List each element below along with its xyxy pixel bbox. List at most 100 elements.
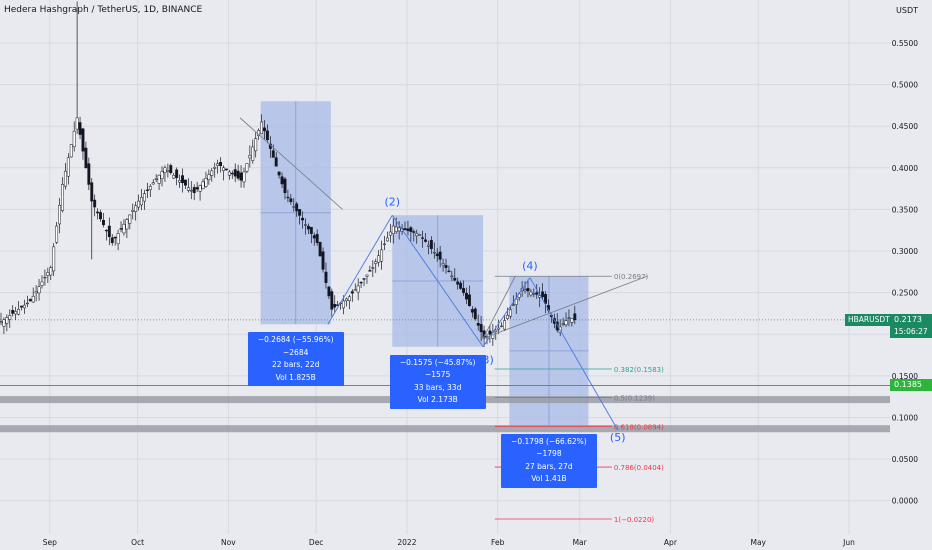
candle-body	[541, 291, 545, 298]
triangle-line-0	[482, 275, 648, 339]
candle-body	[145, 189, 149, 191]
candle-body	[347, 296, 351, 302]
candle-body	[432, 251, 436, 254]
candle-body	[28, 298, 32, 302]
candle-body	[63, 170, 67, 187]
candle-body	[327, 286, 331, 297]
candle-body	[43, 276, 47, 279]
candle-body	[25, 302, 29, 305]
candle-body	[31, 295, 35, 303]
measure-line-2-0: −0.1798 (−66.62%) −1798	[511, 436, 587, 459]
candle-body	[227, 171, 231, 176]
measure-line-0-1: 22 bars, 22d	[272, 360, 320, 370]
candle-body	[403, 228, 407, 231]
candle-body	[415, 233, 419, 237]
candle-body	[441, 263, 445, 266]
candle-body	[298, 209, 302, 216]
measure-label-2: −0.1798 (−66.62%) −1798 27 bars, 27d Vol 1…	[500, 433, 597, 488]
candle-body	[292, 206, 296, 208]
x-tick-label: Nov	[221, 538, 236, 547]
candle-body	[456, 281, 460, 285]
candle-body	[409, 227, 413, 232]
candle-body	[17, 309, 21, 315]
candle-body	[242, 171, 246, 183]
candle-body	[210, 170, 214, 176]
candle-body	[236, 170, 240, 179]
candle-body	[265, 130, 269, 140]
candle-body	[315, 234, 319, 243]
x-tick-label: Jun	[842, 538, 855, 547]
candle-body	[81, 128, 85, 152]
candle-body	[476, 322, 480, 326]
x-tick-label: Dec	[309, 538, 324, 547]
candle-body	[333, 303, 337, 308]
candle-body	[66, 157, 70, 177]
candle-body	[473, 308, 477, 320]
candle-body	[22, 304, 26, 309]
candle-body	[102, 219, 105, 226]
candle-body	[233, 169, 237, 177]
candle-body	[90, 182, 94, 202]
candle-body	[467, 294, 471, 306]
candle-body	[75, 117, 79, 130]
candle-body	[125, 219, 129, 230]
candle-body	[134, 205, 138, 212]
candle-body	[204, 177, 208, 187]
x-tick-label: Feb	[491, 538, 505, 547]
measure-label-1: −0.1575 (−45.87%) −1575 33 bars, 33d Vol 2…	[389, 354, 486, 409]
candle-body	[312, 235, 316, 239]
candle-body	[500, 325, 504, 327]
candle-body	[245, 163, 249, 172]
candle-body	[219, 161, 223, 166]
candle-body	[418, 234, 422, 236]
candle-body	[251, 146, 255, 161]
candle-body	[362, 278, 366, 280]
candle-body	[567, 317, 571, 319]
measure-line-1-2: Vol 2.173B	[417, 395, 458, 405]
candle-body	[248, 155, 252, 159]
candle-body	[435, 253, 439, 257]
measure-line-0-0: −0.2684 (−55.96%) −2684	[257, 335, 334, 357]
candle-body	[462, 288, 466, 293]
gray-zone-1	[0, 425, 890, 433]
candle-body	[128, 214, 132, 224]
candle-body	[391, 225, 395, 234]
x-tick-label: May	[750, 538, 766, 547]
candle-body	[69, 144, 73, 158]
x-tick-label: Sep	[43, 538, 57, 547]
candle-body	[573, 313, 577, 321]
candle-body	[506, 314, 509, 319]
y-tick-label: 0.5500	[892, 39, 918, 48]
candle-body	[380, 249, 384, 262]
candle-body	[40, 281, 44, 286]
x-tick-label: Oct	[131, 538, 144, 547]
candle-body	[350, 291, 354, 294]
candle-body	[465, 292, 468, 300]
candle-body	[447, 270, 451, 273]
x-tick-label: 2022	[397, 538, 416, 547]
candle-body	[304, 224, 307, 226]
candle-body	[450, 275, 454, 278]
candle-body	[394, 226, 398, 232]
candle-body	[561, 323, 565, 325]
candle-body	[444, 265, 448, 268]
candle-body	[110, 237, 114, 243]
y-tick-label: 0.3500	[892, 205, 918, 214]
candle-body	[421, 237, 425, 239]
candle-body	[61, 184, 64, 211]
candle-body	[166, 170, 170, 172]
candle-body	[274, 157, 278, 167]
candle-body	[84, 147, 88, 169]
candle-body	[5, 317, 9, 324]
candle-body	[49, 267, 53, 276]
candle-body	[280, 176, 284, 185]
candle-body	[438, 251, 442, 260]
candle-body	[34, 291, 38, 294]
candle-body	[198, 185, 202, 192]
candles	[0, 1, 577, 347]
candle-body	[388, 231, 392, 236]
candle-body	[55, 225, 59, 243]
triangle-line-1	[482, 276, 516, 339]
